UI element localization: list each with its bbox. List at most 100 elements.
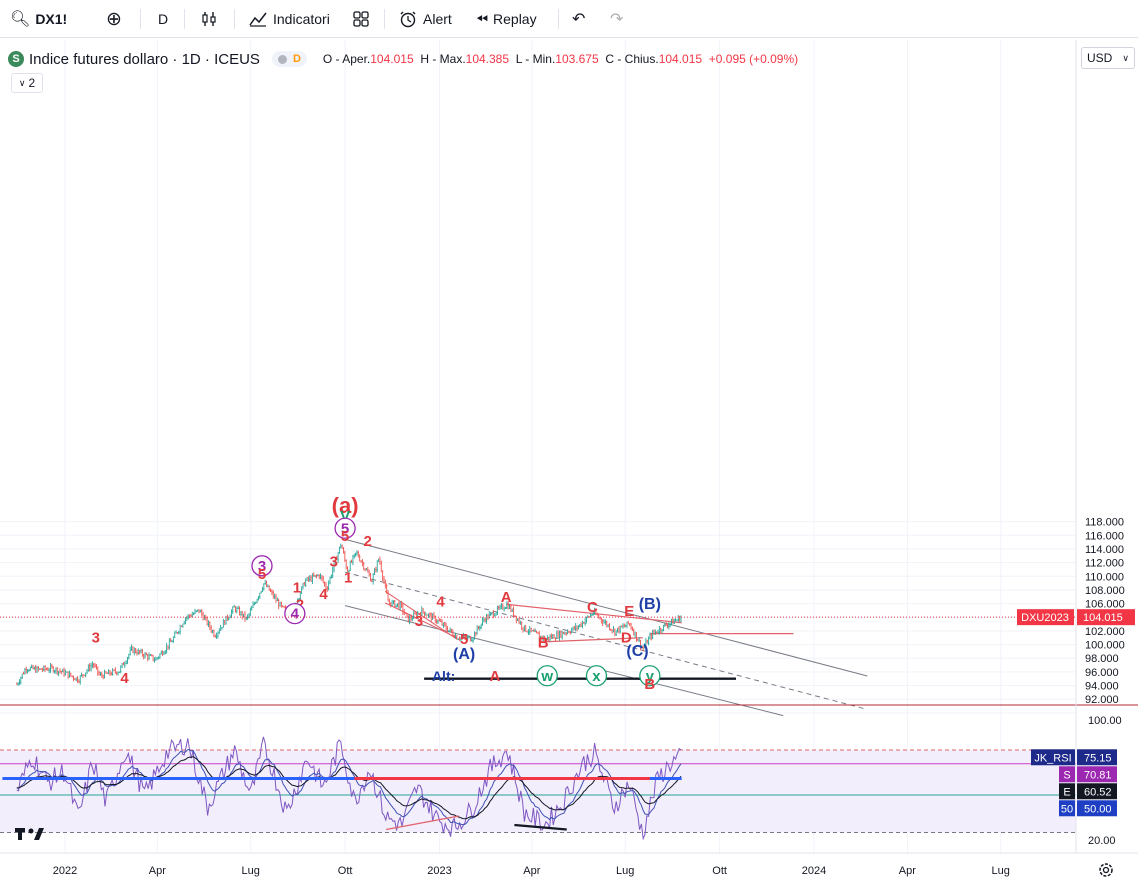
wave-line bbox=[384, 590, 458, 640]
rsi-tick-label: 20.00 bbox=[1088, 835, 1116, 847]
wave-label: y bbox=[646, 668, 655, 685]
wave-circle bbox=[585, 665, 608, 687]
y-tick-label: 96.000 bbox=[1085, 667, 1119, 679]
wave-label: 3 bbox=[92, 630, 100, 647]
rewind-icon: ⏪︎ bbox=[476, 10, 489, 28]
high-label: H - Max. bbox=[420, 52, 466, 66]
symbol-search-button[interactable]: 🔍︎ DX1! bbox=[10, 8, 67, 30]
x-tick-label: Apr bbox=[523, 865, 540, 877]
indicators-button[interactable]: Indicatori bbox=[248, 8, 330, 30]
wave-label: V bbox=[340, 508, 350, 525]
status-pill[interactable]: D bbox=[271, 51, 307, 67]
logo-dot bbox=[28, 828, 34, 834]
channel-line bbox=[344, 605, 784, 717]
wave-label: (a) bbox=[332, 493, 359, 518]
channel-line bbox=[344, 571, 868, 710]
chart-title: Indice futures dollaro · 1D · ICEUS bbox=[29, 50, 260, 68]
y-tick-label: 94.000 bbox=[1085, 681, 1119, 693]
y-tick-label: 112.000 bbox=[1085, 558, 1124, 570]
layout-grid-icon bbox=[353, 11, 369, 27]
wave-label: (B) bbox=[639, 596, 661, 613]
rsi-line bbox=[16, 736, 682, 841]
interval-button[interactable]: D bbox=[158, 8, 168, 30]
y-tick-label: 108.000 bbox=[1085, 585, 1125, 597]
close-value: 104.015 bbox=[658, 52, 703, 66]
wave-label: A bbox=[501, 589, 512, 606]
rsi-level-value: 50.00 bbox=[1084, 803, 1112, 815]
redo-button[interactable]: ↷ bbox=[610, 8, 623, 30]
wave-label: 4 bbox=[120, 670, 129, 687]
currency-select[interactable]: USD ∨ bbox=[1081, 47, 1135, 69]
x-tick-label: Lug bbox=[616, 865, 634, 877]
rsi-level-name-bg bbox=[1031, 749, 1075, 766]
y-tick-label: 106.000 bbox=[1085, 599, 1125, 611]
price-value-label: 104.015 bbox=[1083, 612, 1123, 624]
channel-line bbox=[344, 538, 868, 677]
wave-label: 4 bbox=[319, 586, 328, 603]
wave-label: 2 bbox=[364, 533, 372, 550]
triangle-line bbox=[506, 603, 682, 624]
close-label: C - Chius. bbox=[605, 52, 659, 66]
indicators-collapse-button[interactable]: ∨ 2 bbox=[11, 73, 43, 93]
wave-circle bbox=[334, 517, 356, 539]
exchange-logo: S bbox=[8, 51, 24, 67]
y-tick-label: 100.000 bbox=[1085, 640, 1125, 652]
low-value: 103.675 bbox=[555, 52, 599, 66]
high-value: 104.385 bbox=[465, 52, 510, 66]
indicators-label: Indicatori bbox=[273, 11, 330, 27]
rsi-level-name: S bbox=[1063, 769, 1070, 781]
wave-label: B bbox=[644, 676, 655, 693]
rsi-level-value-bg bbox=[1077, 749, 1117, 766]
wave-label: 5 bbox=[258, 566, 266, 583]
wave-circle bbox=[536, 665, 558, 687]
axes-layer: 2022 Apr Lug Ott 2023 Apr Lug Ott 2024 Apr Lug 92.0… bbox=[0, 40, 1138, 877]
wave-label: w bbox=[540, 668, 553, 685]
wave-label: 5 bbox=[341, 528, 349, 545]
open-label: O - Aper. bbox=[322, 52, 371, 66]
rsi-tick-label: 100.00 bbox=[1088, 715, 1122, 727]
low-label: L - Min. bbox=[515, 52, 556, 66]
chevron-down-icon: ∨ bbox=[1122, 52, 1129, 63]
layouts-button[interactable] bbox=[352, 8, 370, 30]
y-tick-label: 116.000 bbox=[1085, 530, 1124, 542]
wave-label: 3 bbox=[330, 554, 338, 571]
candles-icon bbox=[202, 12, 216, 26]
wave-labels-layer: (a)V5523135142434435(A)ABC(B)ED(C)Alt:Aw… bbox=[92, 493, 661, 693]
price-line-label-bg bbox=[1017, 609, 1074, 626]
gear-inner bbox=[1102, 866, 1110, 874]
alert-button[interactable]: Alert bbox=[398, 8, 452, 30]
rsi-level-name-bg bbox=[1059, 783, 1075, 800]
rsi-band-fill bbox=[0, 750, 1076, 833]
compare-button[interactable]: ⊕ bbox=[106, 8, 122, 30]
chevron-down-icon: ∨ bbox=[18, 77, 26, 88]
chart-type-button[interactable] bbox=[200, 8, 218, 30]
replay-button[interactable]: ⏪︎ Replay bbox=[476, 8, 537, 30]
plus-circle-icon: ⊕ bbox=[106, 8, 122, 30]
undo-button[interactable]: ↶ bbox=[572, 8, 585, 30]
delay-badge: D bbox=[292, 53, 301, 65]
indicator-count: 2 bbox=[28, 76, 36, 90]
wave-label: 4 bbox=[291, 606, 300, 623]
rsi-level-name-bg bbox=[1059, 766, 1075, 783]
replay-label: Replay bbox=[493, 11, 537, 27]
toolbar-divider bbox=[558, 9, 559, 29]
y-tick-label: 114.000 bbox=[1085, 544, 1124, 556]
drawings-layer bbox=[344, 538, 868, 717]
search-icon: 🔍︎ bbox=[10, 11, 31, 28]
chart-canvas[interactable]: (a)V5523135142434435(A)ABC(B)ED(C)Alt:Aw… bbox=[0, 40, 1138, 891]
wave-label: A bbox=[489, 668, 500, 685]
wave-label: 5 bbox=[460, 631, 468, 648]
toolbar-divider bbox=[140, 9, 141, 29]
wave-label: (A) bbox=[453, 646, 475, 663]
wave-label: 3 bbox=[258, 558, 266, 575]
y-tick-label: 110.000 bbox=[1085, 571, 1124, 583]
wave-label: E bbox=[624, 603, 634, 620]
currency-label: USD bbox=[1087, 51, 1113, 65]
rsi-level-value-bg bbox=[1077, 766, 1117, 783]
x-tick-label: Apr bbox=[899, 865, 916, 877]
tradingview-logo bbox=[15, 828, 44, 840]
rsi-level-value: 60.52 bbox=[1084, 786, 1112, 798]
rsi-fast-ma bbox=[16, 749, 682, 826]
wave-circle bbox=[639, 665, 661, 687]
x-tick-label: Apr bbox=[149, 865, 166, 877]
